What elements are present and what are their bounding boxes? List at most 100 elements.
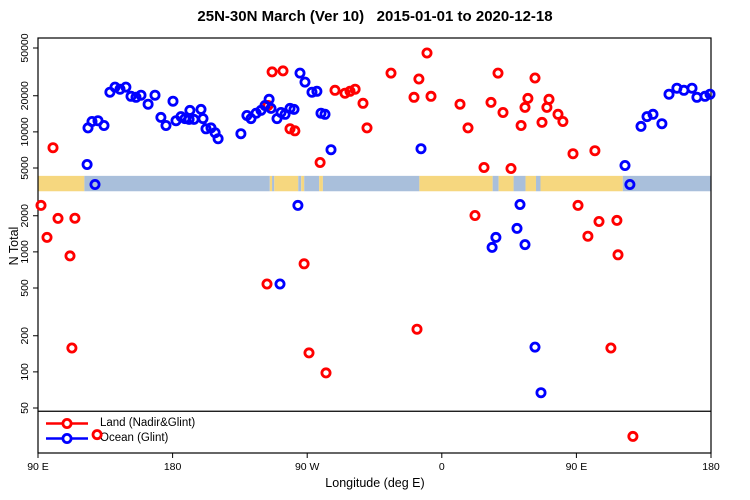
data-point-ocean — [490, 231, 502, 243]
data-point-land — [69, 212, 81, 224]
data-point-ocean — [170, 115, 182, 127]
data-point-land — [361, 122, 373, 134]
x-axis-title: Longitude (deg E) — [325, 476, 425, 490]
ocean-strip-segment — [272, 175, 275, 192]
data-point-ocean — [514, 198, 526, 210]
y-tick-label: 50000 — [19, 33, 31, 62]
data-point-ocean — [92, 115, 104, 127]
data-point-ocean — [647, 108, 659, 120]
land-strip-segment — [525, 175, 537, 192]
data-point-land — [385, 67, 397, 79]
data-point-ocean — [197, 113, 209, 125]
data-point-ocean — [635, 120, 647, 132]
data-point-ocean — [699, 90, 711, 102]
data-point-ocean — [624, 178, 636, 190]
data-point-ocean — [299, 76, 311, 88]
data-point-land — [478, 161, 490, 173]
data-point-ocean — [691, 91, 703, 103]
x-tick-label: 90 W — [295, 461, 320, 473]
data-point-ocean — [255, 104, 267, 116]
y-axis-title: N Total — [7, 226, 21, 266]
ocean-strip-segment — [84, 175, 270, 192]
data-point-land — [47, 142, 59, 154]
data-point-ocean — [175, 111, 187, 123]
data-point-ocean — [200, 123, 212, 135]
data-point-ocean — [519, 239, 531, 251]
data-point-land — [572, 199, 584, 211]
data-point-ocean — [109, 81, 121, 93]
data-point-ocean — [188, 113, 200, 125]
data-point-ocean — [656, 118, 668, 130]
ocean-strip-segment — [304, 175, 320, 192]
x-tick-label: 180 — [164, 461, 182, 473]
data-point-land — [413, 73, 425, 85]
data-point-land — [261, 278, 273, 290]
data-point-ocean — [274, 278, 286, 290]
data-point-land — [497, 107, 509, 119]
land-strip-segment — [274, 175, 299, 192]
land-strip-segment — [498, 175, 514, 192]
data-point-ocean — [294, 67, 306, 79]
data-point-ocean — [415, 143, 427, 155]
data-point-land — [35, 199, 47, 211]
data-point-land — [557, 116, 569, 128]
data-point-land — [262, 100, 274, 112]
data-point-ocean — [265, 102, 277, 114]
data-point-land — [421, 47, 433, 59]
data-point-ocean — [81, 158, 93, 170]
data-point-ocean — [250, 107, 262, 119]
data-point-land — [605, 342, 617, 354]
data-point-land — [289, 125, 301, 137]
plot-border — [37, 37, 712, 454]
data-point-land — [41, 231, 53, 243]
data-point-ocean — [319, 108, 331, 120]
data-point-ocean — [678, 84, 690, 96]
data-point-ocean — [306, 86, 318, 98]
data-point-ocean — [89, 178, 101, 190]
data-point-land — [320, 367, 332, 379]
x-tick-label: 90 E — [27, 461, 49, 473]
y-tick-label: 200 — [19, 327, 31, 345]
ocean-strip-segment — [322, 175, 420, 192]
data-point-ocean — [671, 82, 683, 94]
data-point-land — [329, 84, 341, 96]
data-point-ocean — [98, 120, 110, 132]
land-strip-segment — [38, 175, 85, 192]
data-point-land — [627, 430, 639, 442]
data-point-ocean — [241, 110, 253, 122]
data-point-land — [284, 123, 296, 135]
data-point-ocean — [82, 122, 94, 134]
data-point-ocean — [120, 81, 132, 93]
data-point-ocean — [288, 103, 300, 115]
data-point-land — [515, 120, 527, 132]
data-point-land — [411, 323, 423, 335]
data-point-ocean — [125, 90, 137, 102]
data-point-ocean — [259, 100, 271, 112]
data-point-ocean — [149, 89, 161, 101]
land-strip-segment — [540, 175, 623, 192]
data-point-land — [64, 250, 76, 262]
data-point-ocean — [114, 83, 126, 95]
data-point-land — [593, 215, 605, 227]
data-point-land — [298, 258, 310, 270]
chart-title: 25N-30N March (Ver 10) 2015-01-01 to 202… — [197, 8, 553, 25]
legend-marker-ocean — [61, 432, 73, 444]
y-tick-label: 100 — [19, 363, 31, 381]
data-point-land — [552, 108, 564, 120]
data-point-land — [589, 145, 601, 157]
data-point-land — [66, 342, 78, 354]
data-point-ocean — [529, 341, 541, 353]
data-point-ocean — [179, 113, 191, 125]
data-point-land — [357, 97, 369, 109]
x-tick-label: 180 — [702, 461, 720, 473]
ocean-strip-segment — [622, 175, 711, 192]
data-point-ocean — [315, 107, 327, 119]
data-point-land — [339, 87, 351, 99]
data-point-land — [582, 230, 594, 242]
data-point-ocean — [284, 102, 296, 114]
data-point-land — [454, 98, 466, 110]
data-point-land — [519, 101, 531, 113]
data-point-land — [349, 83, 361, 95]
data-point-ocean — [86, 116, 98, 128]
data-point-ocean — [130, 91, 142, 103]
